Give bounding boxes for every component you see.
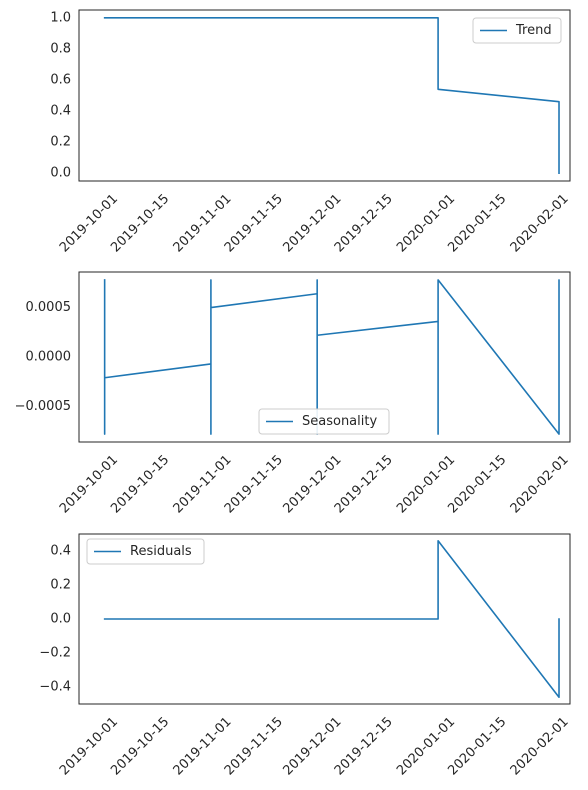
trend-ytick-label: 0.6 (50, 72, 71, 87)
trend-legend-box (472, 17, 562, 44)
residuals-ytick-label: 0.4 (50, 544, 71, 559)
seasonality-axes-frame (78, 271, 571, 443)
residuals-panel: −0.4−0.20.00.20.42019-10-012019-10-15201… (39, 533, 572, 778)
seasonality-ytick-label: 0.0005 (26, 300, 72, 315)
trend-series-line (103, 16, 560, 175)
residuals-xtick-label: 2020-02-01 (508, 714, 572, 778)
residuals-ytick-label: −0.4 (39, 680, 71, 695)
residuals-legend: Residuals (86, 538, 205, 565)
seasonality-legend: Seasonality (258, 408, 390, 435)
residuals-legend-box (86, 538, 205, 565)
trend-axes-frame (78, 9, 571, 182)
residuals-ytick-label: 0.0 (50, 612, 71, 627)
residuals-axes-frame (78, 533, 571, 705)
seasonality-series-line (103, 279, 560, 435)
seasonality-ytick-label: −0.0005 (15, 399, 71, 414)
seasonality-legend-box (258, 408, 390, 435)
seasonality-ytick-label: 0.0000 (26, 350, 72, 365)
trend-panel: 0.00.20.40.60.81.02019-10-012019-10-1520… (50, 9, 572, 255)
trend-legend-label: Trend (515, 23, 552, 38)
seasonality-xtick-label: 2020-02-01 (508, 452, 572, 516)
residuals-ytick-label: −0.2 (39, 646, 71, 661)
trend-ytick-label: 0.0 (50, 166, 71, 181)
residuals-series-line (103, 539, 560, 699)
trend-xtick-label: 2020-02-01 (508, 191, 572, 255)
trend-ytick-label: 0.4 (50, 104, 71, 119)
trend-ytick-label: 0.2 (50, 135, 71, 150)
seasonality-panel: −0.00050.00000.00052019-10-012019-10-152… (15, 271, 572, 516)
trend-ytick-label: 0.8 (50, 41, 71, 56)
trend-legend: Trend (472, 17, 562, 44)
residuals-legend-label: Residuals (130, 544, 192, 559)
residuals-ytick-label: 0.2 (50, 578, 71, 593)
trend-ytick-label: 1.0 (50, 10, 71, 25)
seasonality-legend-label: Seasonality (302, 414, 377, 429)
